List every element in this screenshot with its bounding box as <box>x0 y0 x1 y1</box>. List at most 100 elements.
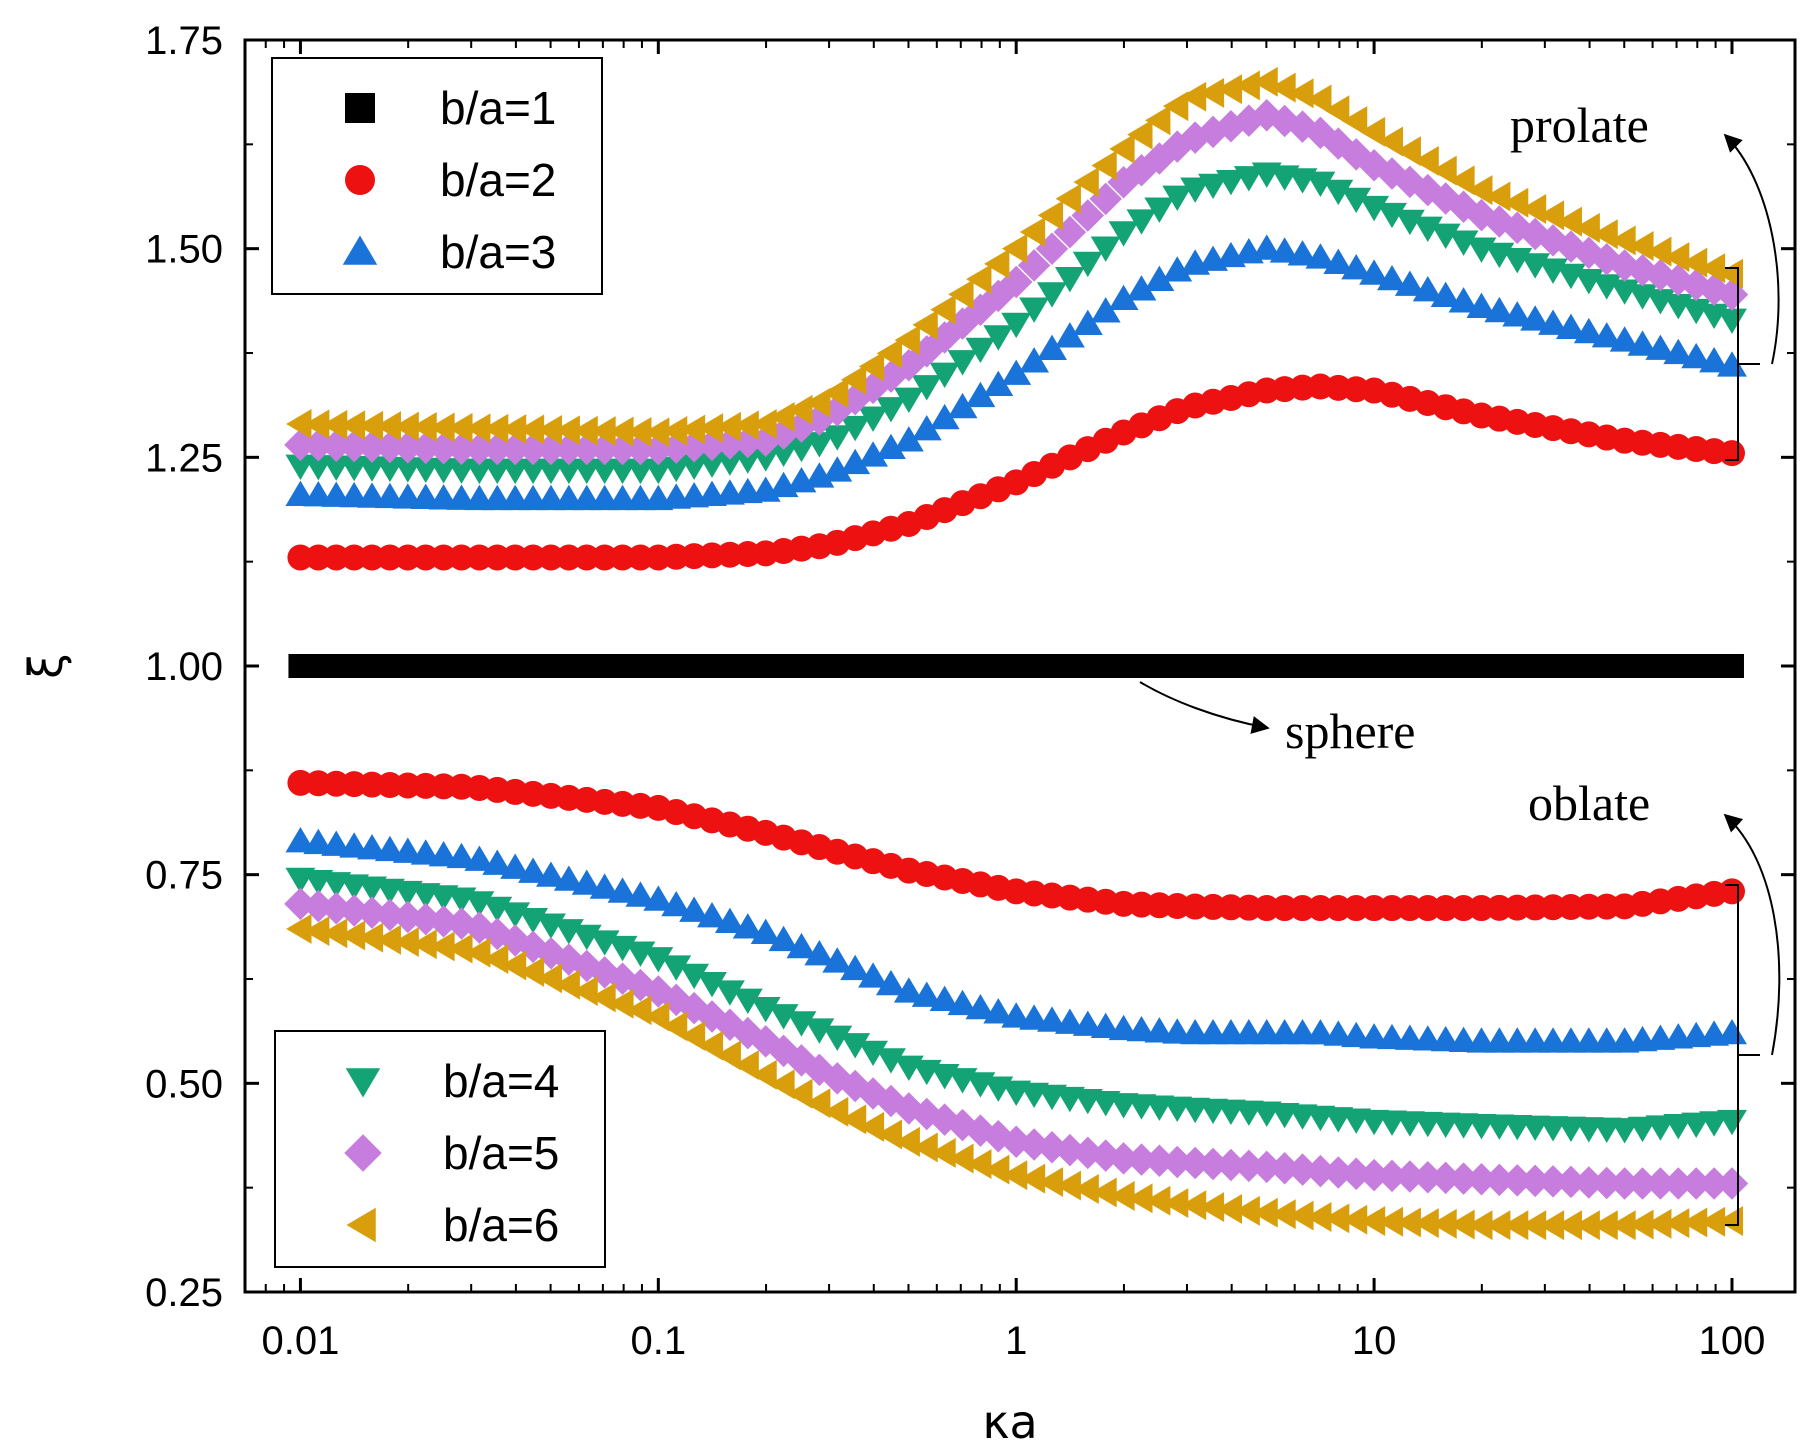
legend-marker <box>342 235 378 265</box>
data-point <box>1091 1177 1117 1208</box>
data-point <box>875 969 906 996</box>
data-point <box>1395 136 1421 167</box>
y-tick-label: 0.50 <box>145 1062 223 1106</box>
data-point <box>608 416 634 447</box>
data-point <box>286 408 312 439</box>
data-point <box>1215 169 1246 196</box>
data-point <box>1718 440 1745 467</box>
data-point <box>1361 895 1388 922</box>
series-prolate-ba6 <box>286 66 1744 448</box>
data-point <box>482 944 509 975</box>
data-point <box>1324 95 1350 126</box>
data-point <box>1359 259 1390 285</box>
data-point <box>875 433 906 460</box>
data-point <box>1341 254 1372 280</box>
data-point <box>1699 1206 1726 1237</box>
data-point <box>1271 895 1298 922</box>
data-point <box>465 413 491 444</box>
legend-label: b/a=2 <box>440 154 556 206</box>
data-point <box>1286 1153 1319 1186</box>
data-point <box>1679 1167 1713 1200</box>
data-point <box>1699 1111 1730 1137</box>
data-point <box>1717 258 1744 289</box>
data-point <box>911 375 942 401</box>
data-point <box>1538 1210 1565 1241</box>
data-point <box>484 544 511 571</box>
data-point <box>1127 119 1153 150</box>
data-point <box>1250 98 1283 132</box>
data-point <box>1610 225 1636 256</box>
data-point <box>966 264 992 295</box>
data-point <box>750 918 781 945</box>
data-point <box>1719 654 1744 678</box>
data-point <box>1396 895 1423 922</box>
data-point <box>1144 265 1175 292</box>
data-point <box>1019 297 1050 323</box>
data-point <box>840 448 871 475</box>
legend-marker <box>345 165 375 195</box>
data-point <box>947 392 978 419</box>
data-point <box>1377 1206 1404 1237</box>
data-point <box>1681 1112 1712 1138</box>
data-point <box>893 977 924 1003</box>
data-point <box>1412 216 1443 243</box>
data-point <box>1644 1167 1677 1200</box>
x-axis-title: κa <box>982 1395 1037 1449</box>
ticks-layer <box>245 38 1795 1294</box>
data-point <box>303 828 334 855</box>
data-point <box>1395 1207 1421 1238</box>
data-point <box>697 1030 724 1061</box>
data-point <box>1325 895 1352 922</box>
data-point <box>1430 223 1461 249</box>
data-point <box>1252 66 1278 97</box>
data-point <box>894 325 920 356</box>
data-point <box>1717 1018 1747 1045</box>
data-point <box>1592 1210 1618 1241</box>
data-point <box>893 387 924 413</box>
data-point <box>429 412 455 443</box>
data-point <box>1126 209 1157 235</box>
data-point <box>394 544 421 571</box>
data-point <box>1572 1166 1606 1199</box>
data-point <box>1073 1174 1099 1204</box>
data-point <box>1268 104 1301 138</box>
data-point <box>679 896 710 922</box>
data-point <box>787 1078 813 1109</box>
data-point <box>930 1138 956 1168</box>
data-point <box>429 931 455 962</box>
legend-marker <box>345 93 375 123</box>
data-point <box>1001 312 1032 339</box>
data-point <box>1590 1166 1623 1200</box>
data-point <box>644 417 670 448</box>
data-point <box>804 1018 835 1044</box>
data-point <box>930 294 956 325</box>
data-point <box>643 947 674 973</box>
data-point <box>1108 284 1139 311</box>
data-point <box>626 416 652 447</box>
data-point <box>1198 173 1228 200</box>
data-point <box>1037 200 1064 231</box>
data-point <box>1663 338 1694 365</box>
data-point <box>1268 1152 1301 1185</box>
data-point <box>321 830 352 856</box>
data-point <box>393 411 419 442</box>
data-point <box>750 446 781 472</box>
data-point <box>1628 1209 1654 1240</box>
data-point <box>572 976 598 1006</box>
data-point <box>339 832 370 858</box>
data-point <box>1001 233 1028 264</box>
oblate-arrow <box>1723 813 1781 1056</box>
data-point <box>1250 1150 1283 1184</box>
data-point <box>1431 155 1457 186</box>
data-point <box>1540 894 1567 921</box>
data-point <box>1307 895 1334 922</box>
data-point <box>1467 1210 1493 1241</box>
data-point <box>929 362 960 388</box>
data-point <box>695 1000 729 1033</box>
data-point <box>374 835 405 862</box>
data-point <box>677 991 711 1025</box>
oblate-bracket <box>1725 884 1760 1226</box>
data-point <box>285 826 316 853</box>
data-point <box>1449 1209 1475 1240</box>
